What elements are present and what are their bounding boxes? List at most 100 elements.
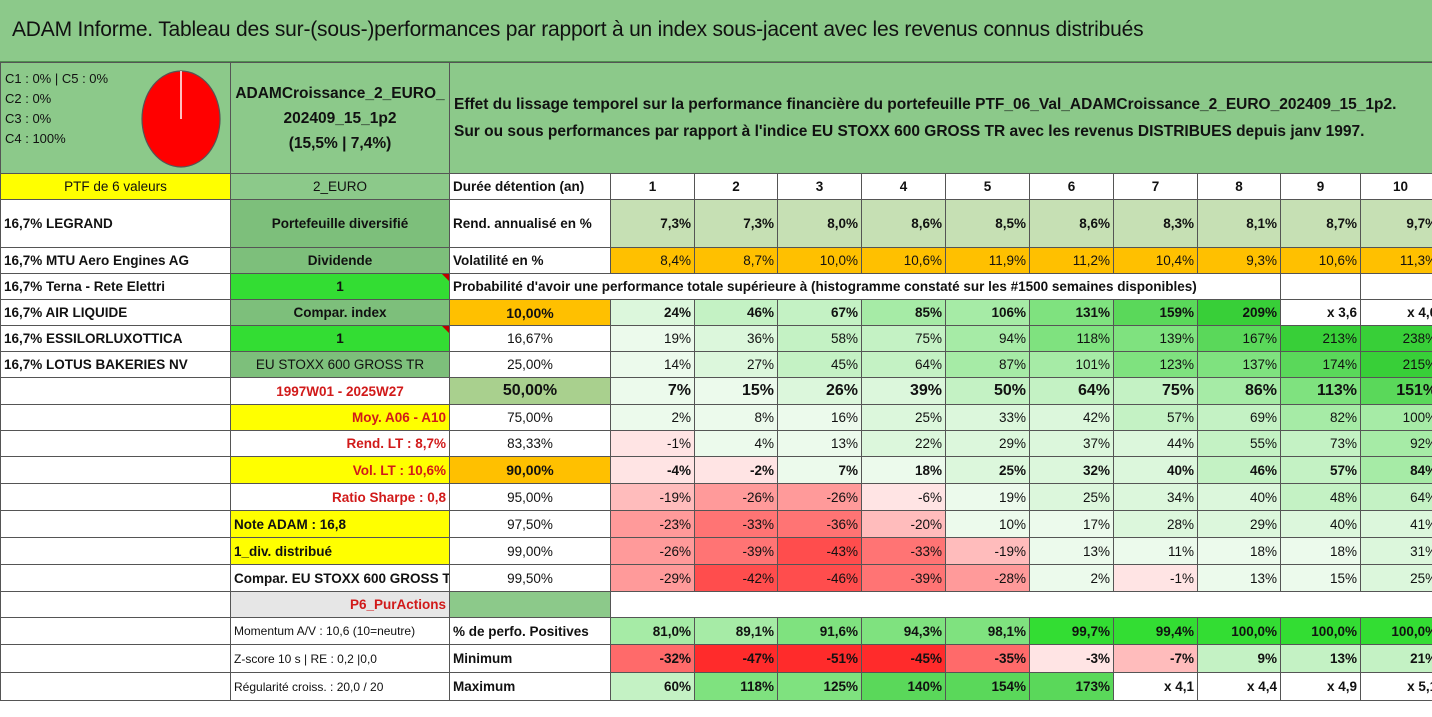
holding-label: 16,7% AIR LIQUIDE — [0, 299, 231, 326]
probability-value: 13% — [1029, 537, 1114, 565]
probability-value: 50% — [945, 377, 1030, 405]
stat-value: 99,4% — [1113, 617, 1198, 645]
value-cell: 1 — [610, 173, 695, 200]
probability-value: 131% — [1029, 299, 1114, 326]
probability-value: 39% — [861, 377, 946, 405]
dividend-label: Dividende — [230, 247, 450, 274]
probability-value: -26% — [694, 483, 778, 511]
empty-cell — [1359, 273, 1432, 300]
probability-value: 13% — [777, 430, 862, 457]
ptf-code: 2_EURO — [230, 173, 450, 200]
report-title: ADAM Informe. Tableau des sur-(sous-)per… — [12, 18, 1144, 41]
stat-value: -35% — [945, 644, 1030, 673]
empty-cell — [1280, 273, 1361, 300]
empty-cell — [0, 564, 231, 592]
description-line: Sur ou sous performances par rapport à l… — [454, 123, 1365, 140]
probability-value: 15% — [1280, 564, 1361, 592]
probability-level: 83,33% — [449, 430, 611, 457]
p6-green-cell — [449, 591, 611, 618]
probability-value: -19% — [610, 483, 695, 511]
value-cell: 8,1% — [1197, 199, 1281, 248]
probability-value: 14% — [610, 351, 695, 378]
value-cell: 11,9% — [945, 247, 1030, 274]
diversified-label: Portefeuille diversifié — [230, 199, 450, 248]
probability-value: 137% — [1197, 351, 1281, 378]
value-cell: 11,3% — [1359, 247, 1432, 274]
probability-level: 75,00% — [449, 404, 611, 431]
probability-value: 58% — [777, 325, 862, 352]
header-block-row: C1 : 0% | C5 : 0% C2 : 0% C3 : 0% C4 : 1… — [0, 62, 1432, 174]
stat-value: x 4,9 — [1280, 672, 1361, 701]
value-cell: 8,4% — [610, 247, 695, 274]
stat-value: x 4,4 — [1197, 672, 1281, 701]
probability-value: 2% — [1029, 564, 1114, 592]
probability-value: -19% — [945, 537, 1030, 565]
probability-value: 24% — [610, 299, 695, 326]
probability-value: 40% — [1280, 510, 1361, 538]
probability-value: 48% — [1280, 483, 1361, 511]
probability-value: -39% — [861, 564, 946, 592]
probability-level: 16,67% — [449, 325, 611, 352]
probability-value: 101% — [1029, 351, 1114, 378]
probability-value: 87% — [945, 351, 1030, 378]
value-cell: 9 — [1280, 173, 1361, 200]
probability-value: 82% — [1280, 404, 1361, 431]
probability-value: -1% — [1113, 564, 1198, 592]
stat-value: -51% — [777, 644, 862, 673]
probability-value: 75% — [1113, 377, 1198, 405]
stat-value: -3% — [1029, 644, 1114, 673]
probability-value: x 4,0 — [1359, 299, 1432, 326]
holding-label: 16,7% LOTUS BAKERIES NV — [0, 351, 231, 378]
performance-table: C1 : 0% | C5 : 0% C2 : 0% C3 : 0% C4 : 1… — [0, 62, 1432, 701]
empty-cell — [0, 591, 231, 618]
stat-side-label: Z-score 10 s | RE : 0,2 |0,0 — [230, 644, 450, 673]
stat-value: 154% — [945, 672, 1030, 701]
vol-label: Volatilité en % — [449, 247, 611, 274]
stat-value: 100,0% — [1359, 617, 1432, 645]
probability-value: -26% — [610, 537, 695, 565]
moy-label: Moy. A06 - A10 — [230, 404, 450, 431]
probability-value: 32% — [1029, 456, 1114, 484]
probability-value: -39% — [694, 537, 778, 565]
compar-index-label: Compar. index — [230, 299, 450, 326]
table-body: C1 : 0% | C5 : 0% C2 : 0% C3 : 0% C4 : 1… — [0, 62, 1432, 701]
probability-value: 215% — [1359, 351, 1432, 378]
stat-value: x 5,1 — [1359, 672, 1432, 701]
probability-value: -20% — [861, 510, 946, 538]
composition-pie-chart — [141, 70, 221, 168]
value-cell: 8,7% — [694, 247, 778, 274]
probability-value: -4% — [610, 456, 695, 484]
stat-value: 91,6% — [777, 617, 862, 645]
value-cell: 8,6% — [1029, 199, 1114, 248]
stat-value: -45% — [861, 644, 946, 673]
composition-line: C3 : 0% — [5, 111, 52, 126]
probability-value: 41% — [1359, 510, 1432, 538]
probability-value: x 3,6 — [1280, 299, 1361, 326]
probability-value: 7% — [610, 377, 695, 405]
value-cell: 9,3% — [1197, 247, 1281, 274]
probability-value: 46% — [694, 299, 778, 326]
probability-value: 57% — [1280, 456, 1361, 484]
probability-level: 50,00% — [449, 377, 611, 405]
probability-value: 151% — [1359, 377, 1432, 405]
header-row: PTF de 6 valeurs 2_EURO Durée détention (a… — [0, 173, 1432, 200]
stats-row: Z-score 10 s | RE : 0,2 |0,0 Minimum -32% -… — [0, 644, 1432, 673]
probability-value: 67% — [777, 299, 862, 326]
probability-value: -43% — [777, 537, 862, 565]
probability-row: Ratio Sharpe : 0,8 95,00% -19% -26% -26% -6% 1… — [0, 483, 1432, 511]
probability-value: 118% — [1029, 325, 1114, 352]
empty-cell — [0, 672, 231, 701]
rend-label: Rend. annualisé en % — [449, 199, 611, 248]
value-cell: 10 — [1359, 173, 1432, 200]
probability-value: 36% — [694, 325, 778, 352]
probability-value: 31% — [1359, 537, 1432, 565]
probability-level: 99,00% — [449, 537, 611, 565]
probability-value: 40% — [1197, 483, 1281, 511]
empty-cell — [0, 617, 231, 645]
sharpe-label: Ratio Sharpe : 0,8 — [230, 483, 450, 511]
probability-value: 69% — [1197, 404, 1281, 431]
stat-value: 98,1% — [945, 617, 1030, 645]
probability-value: -6% — [861, 483, 946, 511]
probability-row: 1997W01 - 2025W27 50,00% 7% 15% 26% 39% 50% 64%… — [0, 377, 1432, 405]
